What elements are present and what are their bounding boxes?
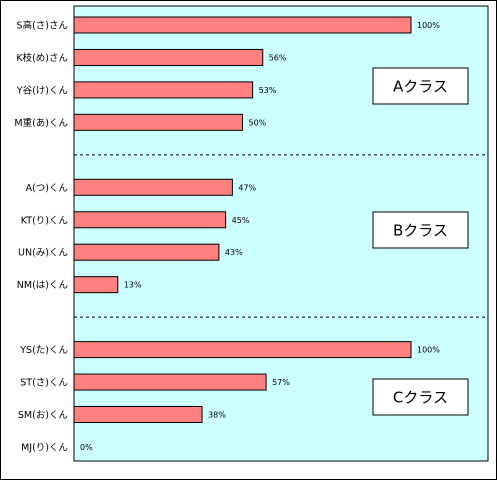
bar — [73, 178, 233, 196]
value-label: 0% — [80, 443, 93, 452]
category-label: K枝(め)さん — [16, 52, 68, 64]
bar — [73, 276, 119, 294]
bar — [73, 48, 264, 66]
class-label-box — [372, 211, 469, 249]
bar — [73, 211, 227, 229]
value-label: 100% — [417, 21, 440, 30]
bar — [73, 373, 267, 391]
bar — [73, 113, 243, 131]
category-label: NM(は)くん — [17, 280, 68, 291]
value-labels: 100% 56% 53% 50% 47% 45% 43% 13% 100% 57% 38% 0% — [80, 21, 440, 452]
group-separators — [74, 154, 488, 318]
bar — [73, 406, 203, 423]
value-label: 50% — [249, 118, 267, 127]
value-label: 38% — [208, 411, 226, 420]
category-label: ST(さ)くん — [20, 378, 68, 389]
category-label: M重(あ)くん — [14, 117, 68, 129]
class-label: Aクラス — [393, 78, 448, 96]
category-label: KT(り)くん — [21, 215, 68, 226]
category-labels: S高(さ)さん K枝(め)さん Y谷(け)くん M重(あ)くん A(つ)くん KT(り)く… — [14, 20, 68, 454]
category-label: Y谷(け)くん — [16, 85, 68, 96]
category-label: YS(た)くん — [19, 345, 68, 356]
value-label: 100% — [417, 346, 440, 355]
bar — [73, 81, 254, 99]
value-label: 57% — [272, 378, 290, 387]
class-labels: Aクラス Bクラス Cクラス — [372, 67, 469, 416]
bar — [73, 16, 412, 34]
class-label-box — [372, 67, 469, 105]
value-label: 13% — [124, 281, 142, 290]
category-label: MJ(り)くん — [21, 442, 68, 453]
category-label: UN(み)くん — [18, 248, 68, 259]
bar — [73, 341, 412, 359]
class-label-box — [372, 378, 469, 416]
category-label: SM(お)くん — [18, 410, 68, 421]
value-label: 56% — [269, 53, 287, 62]
value-label: 43% — [225, 248, 243, 257]
bar — [73, 243, 220, 261]
value-label: 53% — [259, 86, 277, 95]
category-label: S高(さ)さん — [17, 20, 68, 32]
value-label: 47% — [238, 183, 256, 192]
class-label: Cクラス — [393, 389, 448, 407]
class-label: Bクラス — [393, 222, 448, 240]
category-label: A(つ)くん — [26, 183, 68, 194]
value-label: 45% — [232, 216, 250, 225]
bars — [73, 16, 412, 423]
